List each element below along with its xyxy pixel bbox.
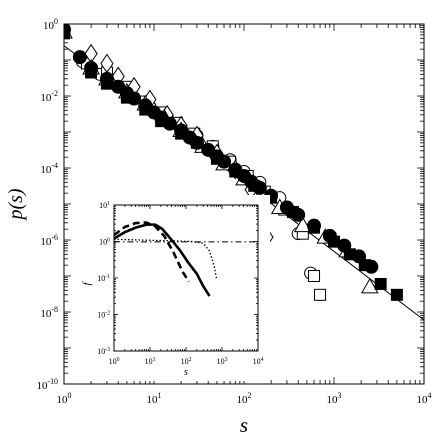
filled-square-marker <box>374 277 387 290</box>
filled-square-marker <box>64 27 70 40</box>
inset-y-tick-label: 10-1 <box>97 274 110 283</box>
inset-data <box>114 221 258 297</box>
main-y-tick-label: 100 <box>43 17 58 32</box>
filled-square-marker <box>308 221 321 234</box>
filled-square-marker <box>328 235 340 248</box>
filled-square-marker <box>100 77 113 90</box>
filled-square-marker <box>210 152 223 165</box>
inset-x-tick-label: 100 <box>109 357 120 366</box>
inset-x-tick-label: 103 <box>217 357 228 366</box>
filled-square-marker <box>358 259 371 272</box>
main-y-axis-title: p(s) <box>5 188 27 221</box>
main-y-tick-label: 10-10 <box>36 377 58 392</box>
inset-curve-dashed-thick <box>114 221 190 283</box>
filled-square-marker <box>155 115 168 128</box>
main-x-axis-title: s <box>240 413 248 436</box>
inset-y-tick-label: 10-3 <box>97 347 110 356</box>
inset-y-tick-label: 10-2 <box>97 311 110 320</box>
inset-curve-solid-thick <box>114 223 211 297</box>
inset-background <box>84 195 270 381</box>
main-plot: 100 101 102 103 104 100 10-2 10-4 10-6 10-8 10-10 s… <box>5 17 432 436</box>
open-square-marker <box>314 288 327 301</box>
inset-x-tick-label: 101 <box>145 357 156 366</box>
filled-square-marker <box>229 165 242 178</box>
inset-x-axis-title: s <box>184 367 188 378</box>
open-square-marker <box>308 270 321 282</box>
filled-square-marker <box>286 205 299 218</box>
main-y-tick-label: 10-6 <box>40 233 58 248</box>
main-y-tick-label: 10-8 <box>40 305 58 320</box>
filled-square-marker <box>139 103 152 116</box>
inset-curve-dotted <box>114 238 218 279</box>
filled-circle-marker <box>72 50 87 65</box>
inset-y-tick-label: 101 <box>99 201 110 210</box>
inset-y-axis-title: f <box>81 281 93 286</box>
inset-x-tick-label: 102 <box>181 357 192 366</box>
filled-square-marker <box>248 179 261 192</box>
filled-square-marker <box>120 91 133 104</box>
open-triangle-marker <box>360 277 379 294</box>
filled-square-marker <box>190 136 203 149</box>
main-x-tick-label: 101 <box>147 391 162 406</box>
inset-y-tick-label: 100 <box>99 238 110 247</box>
main-y-tick-label: 10-2 <box>40 89 58 104</box>
open-triangle-marker <box>293 216 312 233</box>
main-x-tick-label: 100 <box>57 391 72 406</box>
filled-square-marker <box>390 288 403 301</box>
inset-frame <box>113 204 259 352</box>
inset-plot: 100 101 102 103 104 101 100 10-1 10-2 10-3 s f <box>81 195 270 381</box>
series-filled-square <box>64 27 403 301</box>
main-x-tick-label: 102 <box>237 391 252 406</box>
filled-square-marker <box>85 66 98 79</box>
inset-x-tick-label: 104 <box>253 357 264 366</box>
main-y-tick-label: 10-4 <box>40 161 58 176</box>
main-x-tick-label: 104 <box>417 391 432 406</box>
filled-square-marker <box>175 127 188 140</box>
filled-square-marker <box>343 248 356 261</box>
main-data <box>64 24 424 321</box>
main-frame <box>63 23 425 385</box>
main-x-tick-label: 103 <box>327 391 342 406</box>
